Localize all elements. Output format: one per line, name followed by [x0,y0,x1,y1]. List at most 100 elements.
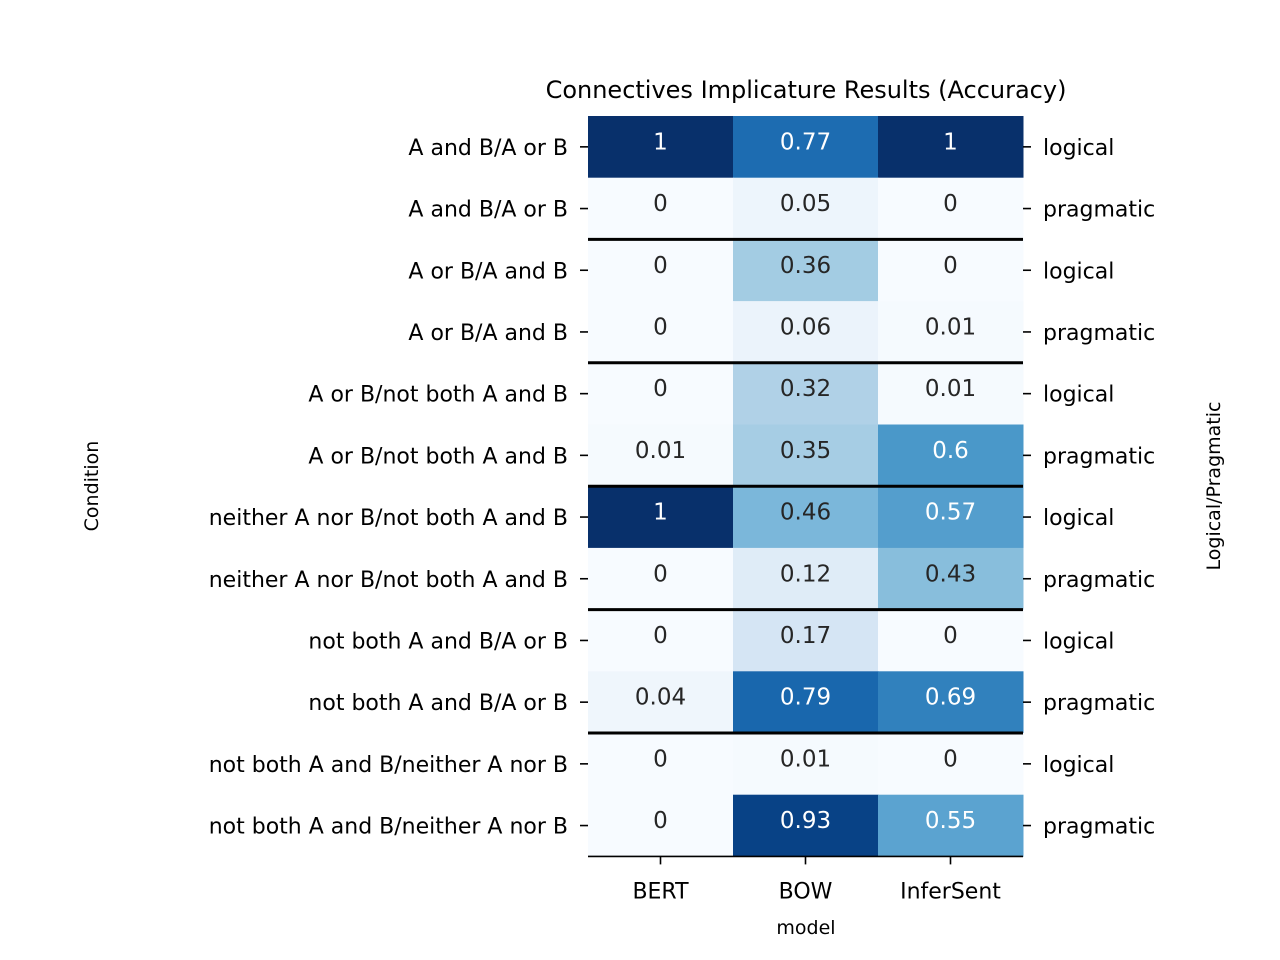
heatmap-cell [878,301,1024,364]
x-tick-label: InferSent [900,879,1001,904]
x-tick-label: BERT [632,879,689,904]
cell-value-label: 0.05 [780,191,831,217]
heatmap-cell [588,362,734,425]
cell-value-label: 0.46 [780,500,831,526]
y-tick-label-right: logical [1043,136,1114,161]
y-tick-label-left: A or B/not both A and B [308,444,568,469]
y-tick-label-left: not both A and B/neither A nor B [209,753,568,778]
cell-value-label: 0 [943,746,958,772]
cell-value-label: 0.04 [635,685,686,711]
cell-value-label: 0 [653,253,668,279]
cell-value-label: 0.01 [925,314,976,340]
cell-value-label: 0.93 [780,808,831,834]
cell-value-label: 0.69 [925,685,976,711]
cell-value-label: 1 [653,500,668,526]
heatmap-cell [588,794,734,857]
heatmap-cell [878,486,1024,549]
heatmap-cell [733,177,879,240]
y-tick-label-right: pragmatic [1043,321,1155,346]
cell-value-label: 0.57 [925,500,976,526]
heatmap-cell [878,116,1024,179]
heatmap-cell [588,486,734,549]
heatmap-cell [733,609,879,672]
heatmap-cell [588,116,734,179]
y-tick-label-right: logical [1043,753,1114,778]
cell-value-label: 0 [653,191,668,217]
cells-layer [588,116,1024,857]
heatmap-cell [733,547,879,611]
cell-value-label: 0 [653,746,668,772]
y-axis-label: Condition [81,441,103,532]
annotations-layer: 1 0.77 1 0 0.05 0 0 0.36 0 0 0.06 0.01 0 0.32 0.01 0.01… [635,129,976,834]
y-tick-label-left: neither A nor B/not both A and B [209,506,568,531]
x-tick-label: BOW [779,879,833,904]
y-tick-label-right: pragmatic [1043,198,1155,223]
y-tick-label-left: A or B/A and B [408,259,568,284]
cell-value-label: 0.79 [780,685,831,711]
chart-title: Connectives Implicature Results (Accurac… [546,76,1067,104]
heatmap-cell [733,424,879,487]
cell-value-label: 0 [653,808,668,834]
heatmap-cell [878,547,1024,611]
cell-value-label: 0.17 [780,623,831,649]
heatmap-cell [588,671,734,734]
heatmap-cell [588,424,734,487]
cell-value-label: 0.36 [780,253,831,279]
cell-value-label: 0 [653,376,668,402]
heatmap-cell [878,794,1024,857]
y-tick-label-right: logical [1043,383,1114,408]
y-tick-label-right: logical [1043,506,1114,531]
cell-value-label: 0.01 [635,438,686,464]
heatmap-cell [733,794,879,857]
cell-value-label: 0.43 [925,561,976,587]
heatmap-cell [878,733,1024,796]
y-tick-label-right: pragmatic [1043,444,1155,469]
cell-value-label: 0 [943,623,958,649]
cell-value-label: 0.12 [780,561,831,587]
y-tick-label-left: A and B/A or B [408,136,568,161]
y-tick-label-right: logical [1043,629,1114,654]
y-tick-label-right: pragmatic [1043,815,1155,840]
cell-value-label: 0 [653,314,668,340]
cell-value-label: 0.32 [780,376,831,402]
heatmap-cell [733,239,879,302]
heatmap-cell [588,733,734,796]
y-tick-label-left: neither A nor B/not both A and B [209,568,568,593]
heatmap-cell [878,239,1024,302]
y-tick-label-left: not both A and B/A or B [308,691,568,716]
heatmap-cell [878,362,1024,425]
cell-value-label: 0 [943,253,958,279]
heatmap-cell [588,177,734,240]
cell-value-label: 0.06 [780,314,831,340]
x-axis-label: model [776,917,835,939]
cell-value-label: 0.6 [932,438,969,464]
cell-value-label: 0.35 [780,438,831,464]
heatmap-cell [878,609,1024,672]
y-tick-label-left: A or B/not both A and B [308,383,568,408]
y-tick-label-right: logical [1043,259,1114,284]
heatmap-cell [588,547,734,611]
heatmap-cell [588,301,734,364]
y-tick-label-left: not both A and B/neither A nor B [209,815,568,840]
heatmap-cell [733,733,879,796]
cell-value-label: 0.55 [925,808,976,834]
heatmap-cell [878,424,1024,487]
heatmap-cell [733,362,879,425]
axes-layer: BERT BOW InferSent A and B/A or B logical A a… [209,136,1155,905]
cell-value-label: 1 [653,129,668,155]
cell-value-label: 0 [653,623,668,649]
cell-value-label: 0 [653,561,668,587]
cell-value-label: 0 [943,191,958,217]
y-tick-label-left: not both A and B/A or B [308,629,568,654]
heatmap-cell [588,239,734,302]
cell-value-label: 0.01 [925,376,976,402]
heatmap-cell [733,671,879,734]
y-tick-label-left: A or B/A and B [408,321,568,346]
y-tick-label-right: pragmatic [1043,568,1155,593]
heatmap-cell [878,177,1024,240]
cell-value-label: 0.77 [780,129,831,155]
heatmap-cell [733,301,879,364]
separators-layer [588,237,1023,735]
cell-value-label: 0.01 [780,746,831,772]
